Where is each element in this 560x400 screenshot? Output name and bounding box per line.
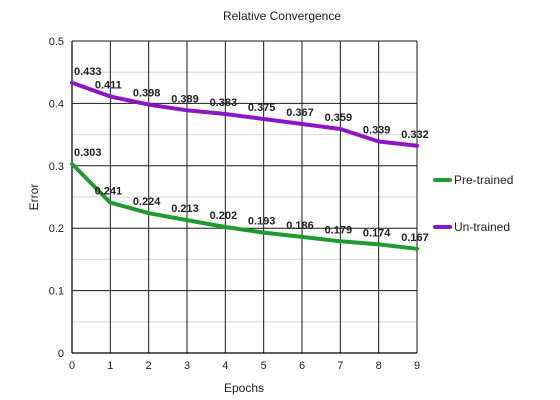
data-label: 0.224	[133, 196, 161, 208]
axes: 0 0.1 0.2 0.3 0.4 0.5 0 1 2 3 4 5 6 7 8 9	[49, 36, 420, 372]
data-label: 0.389	[171, 93, 199, 105]
x-tick-label: 2	[146, 360, 152, 372]
data-label: 0.213	[171, 203, 199, 215]
legend: Pre-trained Un-trained	[433, 173, 513, 234]
data-label: 0.174	[363, 227, 391, 239]
chart-title: Relative Convergence	[223, 9, 341, 23]
data-label: 0.339	[363, 124, 391, 136]
data-label: 0.411	[95, 80, 122, 92]
data-label: 0.241	[95, 186, 123, 198]
y-axis-label: Error	[27, 184, 41, 211]
x-tick-label: 7	[337, 360, 343, 372]
legend-label: Un-trained	[454, 220, 510, 234]
x-tick-label: 9	[414, 360, 420, 372]
data-label: 0.359	[325, 112, 353, 124]
y-tick-label: 0.4	[49, 98, 64, 110]
series-line-pre-trained	[70, 161, 419, 251]
data-label: 0.167	[401, 232, 429, 244]
x-tick-label: 4	[222, 360, 228, 372]
grid	[71, 40, 418, 354]
y-tick-label: 0.5	[49, 36, 64, 48]
data-label: 0.186	[286, 220, 314, 232]
data-label: 0.193	[248, 216, 276, 228]
data-label: 0.202	[210, 210, 238, 222]
x-tick-label: 3	[184, 360, 190, 372]
y-tick-label: 0	[58, 348, 64, 360]
x-tick-label: 0	[69, 360, 75, 372]
y-tick-label: 0.1	[49, 286, 64, 298]
data-label: 0.433	[74, 66, 102, 78]
x-tick-label: 6	[299, 360, 305, 372]
legend-label: Pre-trained	[454, 173, 513, 187]
x-tick-label: 1	[107, 360, 113, 372]
data-label: 0.179	[325, 224, 353, 236]
y-tick-label: 0.2	[49, 223, 64, 235]
data-label: 0.375	[248, 102, 276, 114]
data-label: 0.367	[286, 107, 314, 119]
data-label: 0.383	[210, 97, 238, 109]
x-axis-label: Epochs	[224, 381, 264, 395]
data-label: 0.303	[74, 147, 102, 159]
data-label: 0.332	[401, 129, 429, 141]
x-tick-label: 5	[261, 360, 267, 372]
data-label: 0.398	[133, 88, 161, 100]
y-tick-label: 0.3	[49, 161, 64, 173]
series-line-un-trained	[70, 80, 419, 148]
data-labels: 0.303 0.241 0.224 0.213 0.202 0.193 0.186 0.179…	[74, 66, 429, 244]
x-tick-label: 8	[376, 360, 382, 372]
series-lines	[70, 80, 419, 251]
